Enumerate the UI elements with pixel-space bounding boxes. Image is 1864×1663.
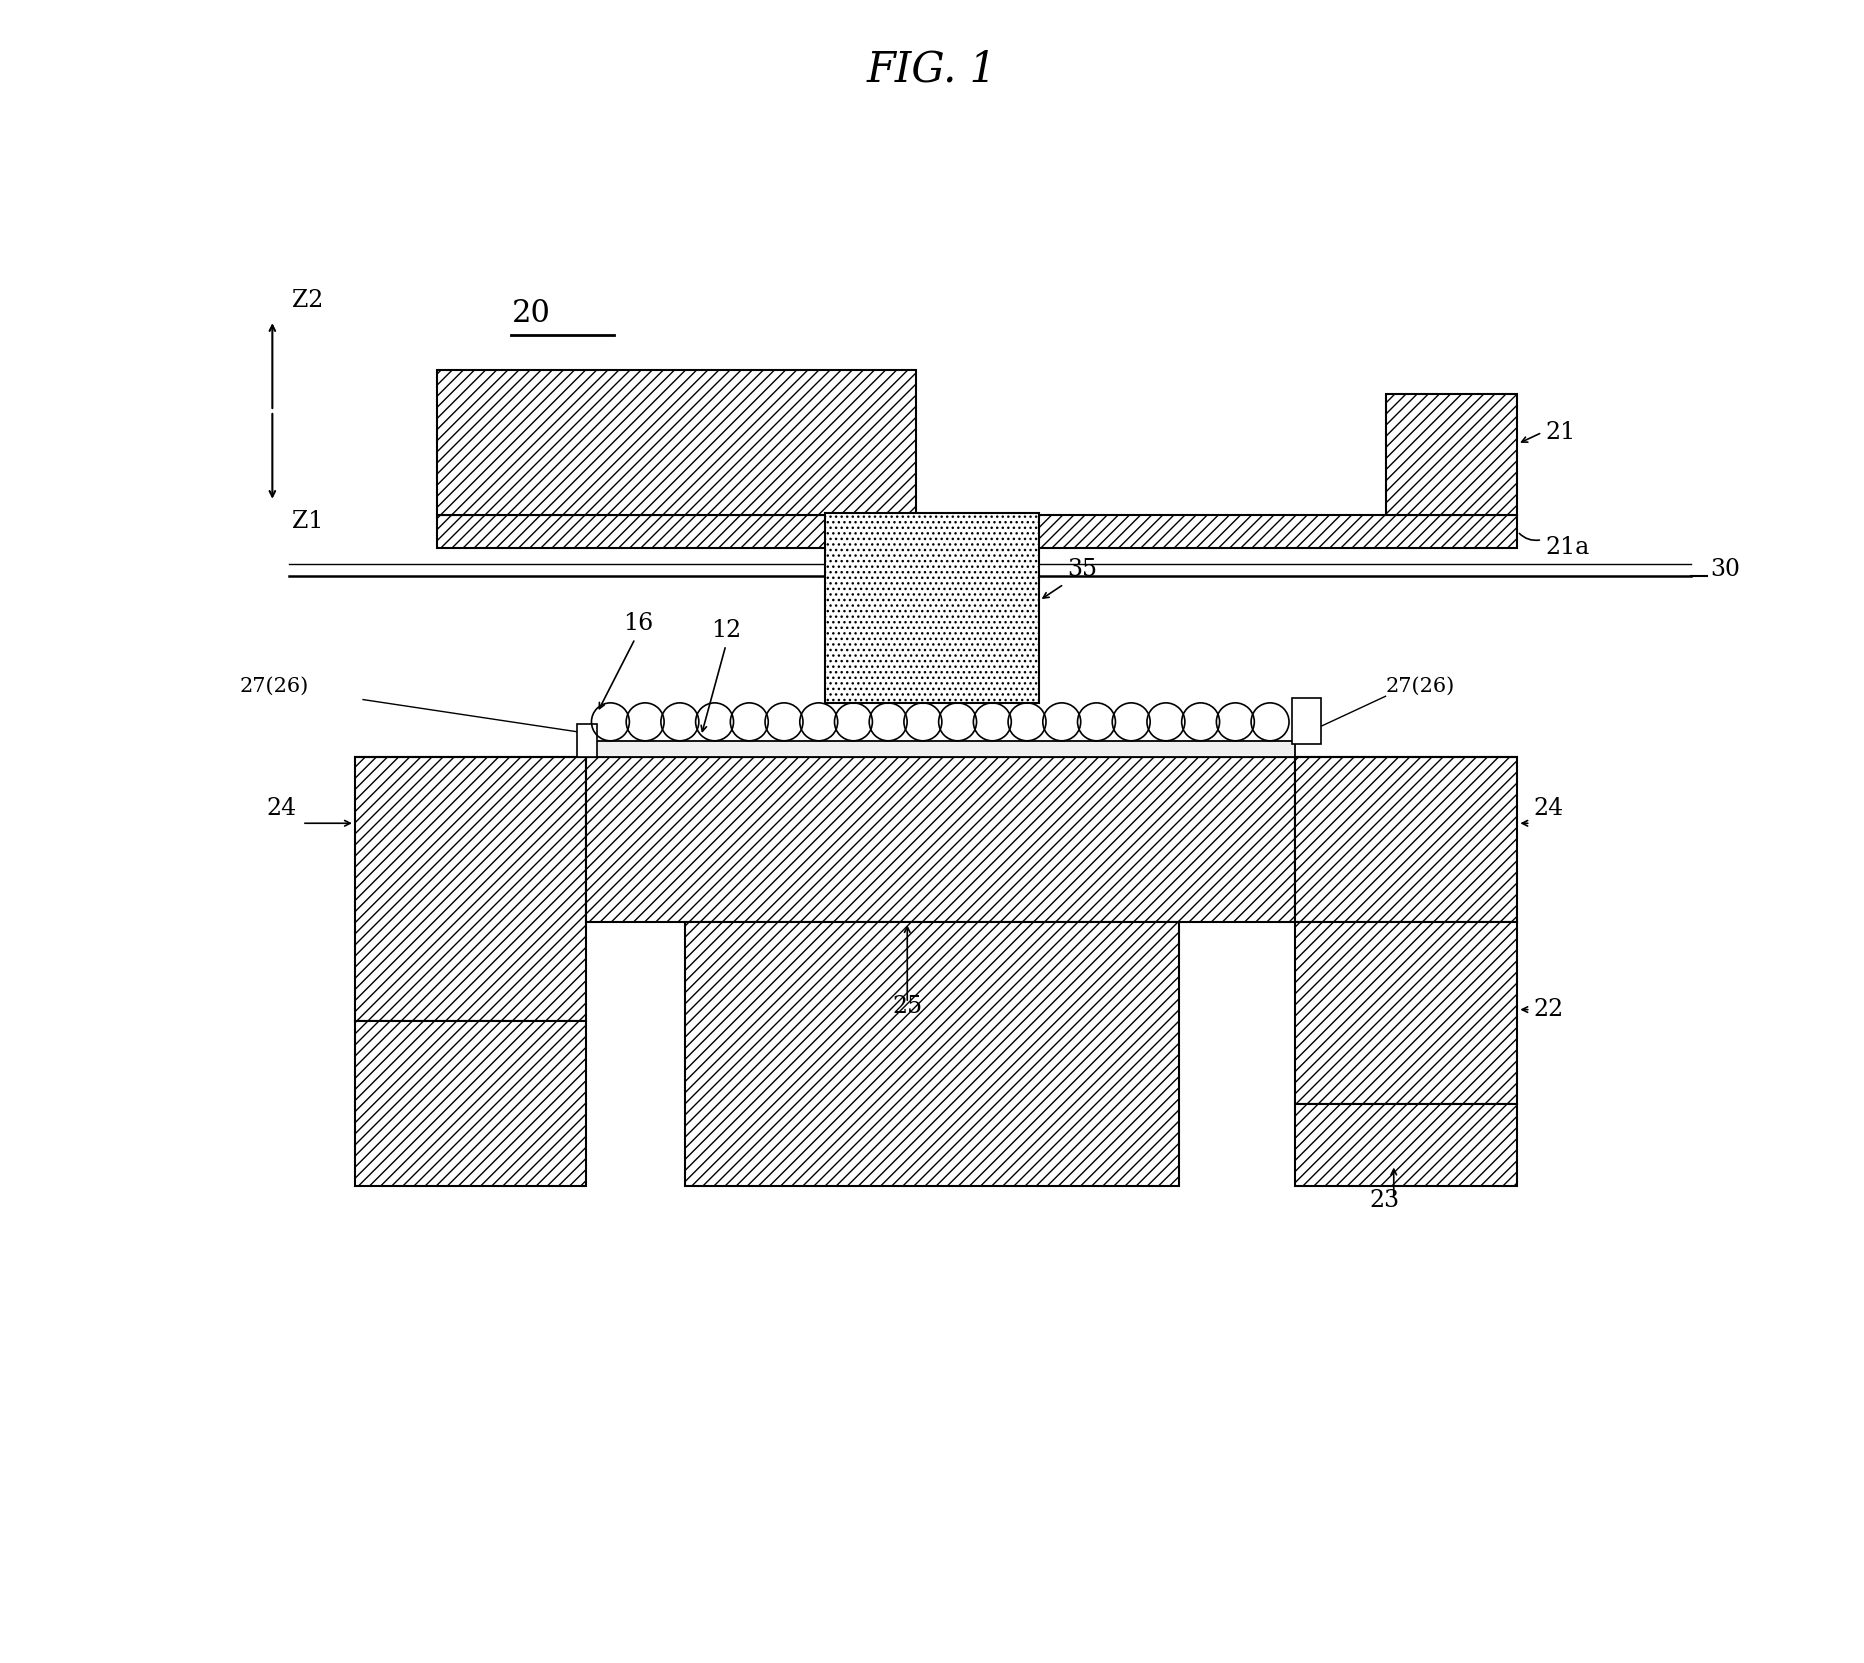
Bar [438,516,1517,547]
Bar [438,369,915,516]
Bar [1295,757,1517,923]
Text: 20: 20 [511,298,550,329]
Text: 24: 24 [267,797,296,820]
Text: 24: 24 [1534,797,1564,820]
Text: 35: 35 [1068,557,1098,580]
Text: 21: 21 [1545,421,1575,444]
Text: 30: 30 [1711,557,1741,580]
Text: Z1: Z1 [293,511,324,532]
Text: 23: 23 [1368,1189,1400,1212]
Bar [1385,394,1517,516]
Text: 16: 16 [623,612,654,635]
Bar [1295,923,1517,1104]
Text: FIG. 1: FIG. 1 [867,48,997,90]
Text: 27(26): 27(26) [1385,677,1454,695]
Bar [578,725,596,757]
Bar [354,757,585,1021]
Bar [585,757,1295,923]
Bar [684,923,1180,1186]
Text: 12: 12 [710,619,742,642]
FancyBboxPatch shape [1292,698,1322,743]
Bar [824,514,1040,703]
Bar [585,740,1295,757]
Bar [1295,1104,1517,1186]
Text: Z2: Z2 [293,289,324,313]
Text: 21a: 21a [1545,537,1590,559]
Text: 22: 22 [1534,998,1564,1021]
Text: 25: 25 [893,994,923,1018]
Text: 27(26): 27(26) [239,677,309,695]
Bar [354,1021,585,1186]
